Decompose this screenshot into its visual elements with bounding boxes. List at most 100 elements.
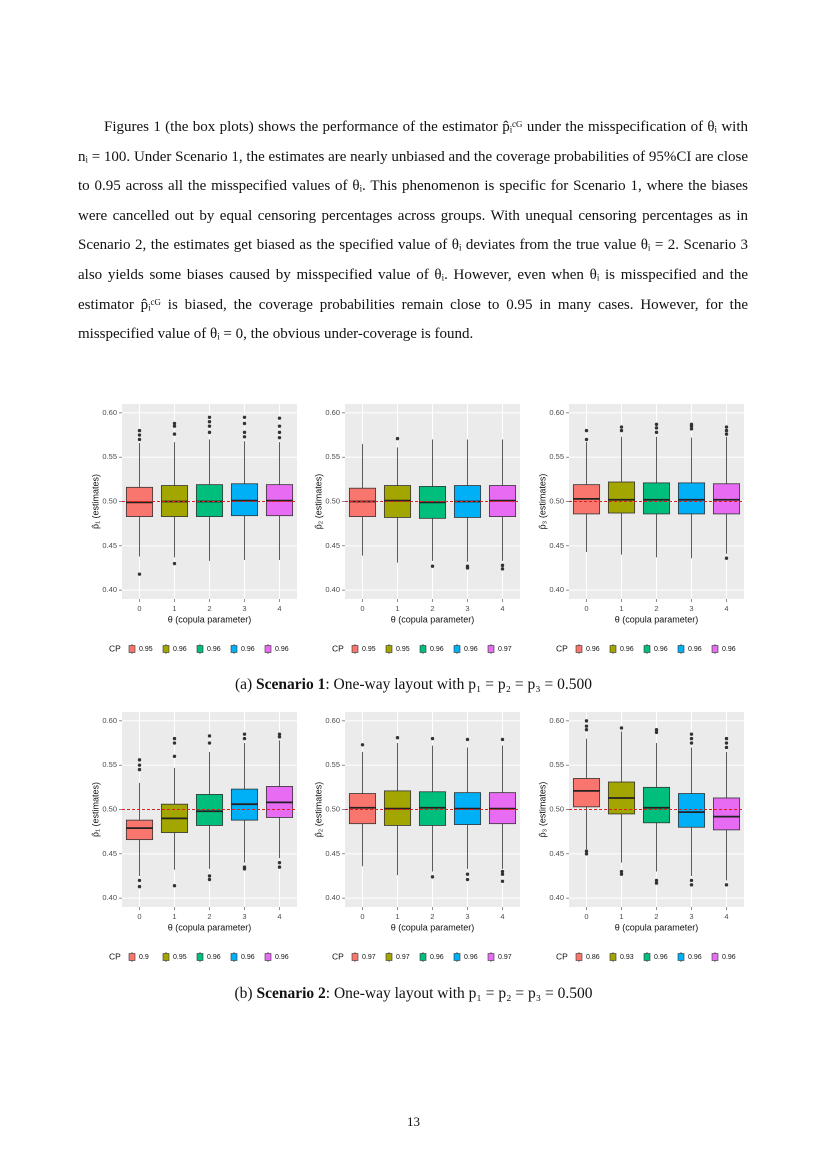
box <box>572 778 601 808</box>
outlier <box>277 424 282 428</box>
x-tick-label: 0 <box>584 912 588 921</box>
x-tick-label: 4 <box>500 912 504 921</box>
box-plot: 0.40 0.45 0.50 0.55 0.60 0 1 2 3 4 θ (copula param… <box>90 712 297 962</box>
legend-key <box>419 953 427 961</box>
outlier <box>242 435 247 439</box>
legend-key <box>351 953 359 961</box>
legend-label: 0.96 <box>722 954 736 961</box>
outlier <box>277 430 282 435</box>
outlier <box>654 430 659 435</box>
outlier <box>689 732 694 736</box>
x-tick-label: 0 <box>137 912 141 921</box>
y-tick-label: 0.40 <box>325 893 340 902</box>
legend-label: 0.95 <box>396 646 410 653</box>
legend-key <box>487 953 495 961</box>
y-tick-label: 0.55 <box>325 760 340 769</box>
x-tick-label: 0 <box>360 912 364 921</box>
legend-title: CP <box>556 951 568 961</box>
y-tick-label: 0.60 <box>549 716 564 725</box>
x-tick-label: 1 <box>395 604 399 613</box>
outlier <box>395 436 400 441</box>
y-tick-label: 0.45 <box>102 849 117 858</box>
outlier <box>465 564 470 568</box>
outlier <box>207 877 212 882</box>
y-axis-title: p̂₁ (estimates) <box>90 474 100 529</box>
caption-bold: Scenario 2 <box>256 985 326 1002</box>
legend-label: 0.97 <box>498 646 512 653</box>
outlier <box>724 741 729 745</box>
x-tick-label: 3 <box>242 604 246 613</box>
outlier <box>395 736 400 740</box>
legend-key <box>487 645 495 653</box>
outlier <box>689 422 694 427</box>
legend-label: 0.95 <box>173 954 187 961</box>
outlier <box>277 416 282 420</box>
y-tick-label: 0.50 <box>102 804 117 813</box>
outlier <box>137 763 142 767</box>
outlier <box>584 724 589 728</box>
box-plot: 0.40 0.45 0.50 0.55 0.60 0 1 2 3 4 θ (copula param… <box>537 712 744 962</box>
outlier <box>242 736 247 741</box>
y-tick-label: 0.60 <box>325 408 340 417</box>
outlier <box>242 421 247 426</box>
legend-key <box>711 953 719 961</box>
y-axis-title: p̂₃ (estimates) <box>537 474 547 530</box>
legend-key <box>128 645 136 653</box>
y-tick-label: 0.60 <box>102 408 117 417</box>
legend-key <box>264 645 272 653</box>
legend-label: 0.96 <box>722 646 736 653</box>
outlier <box>689 741 694 745</box>
y-tick-label: 0.55 <box>102 452 117 461</box>
x-axis-title: θ (copula parameter) <box>615 614 699 624</box>
y-tick-label: 0.45 <box>549 849 564 858</box>
legend-label: 0.97 <box>396 954 410 961</box>
legend-label: 0.86 <box>586 954 600 961</box>
y-tick-label: 0.45 <box>102 541 117 550</box>
outlier <box>277 732 282 736</box>
y-tick-label: 0.45 <box>549 541 564 550</box>
y-tick-label: 0.55 <box>325 452 340 461</box>
y-tick-label: 0.50 <box>102 496 117 505</box>
outlier <box>137 767 142 772</box>
outlier <box>172 432 177 436</box>
y-axis-title: p̂₁ (estimates) <box>90 782 100 837</box>
outlier <box>619 428 624 433</box>
legend-key <box>575 645 583 653</box>
outlier <box>619 872 624 876</box>
outlier <box>584 719 589 723</box>
legend-label: 0.96 <box>275 954 289 961</box>
legend-key <box>419 645 427 653</box>
outlier <box>137 433 142 437</box>
legend-key <box>162 645 170 653</box>
legend-label: 0.96 <box>688 954 702 961</box>
outlier <box>277 865 282 869</box>
x-tick-label: 2 <box>207 912 211 921</box>
x-tick-label: 4 <box>277 912 281 921</box>
legend-label: 0.96 <box>207 646 221 653</box>
legend-title: CP <box>109 643 121 653</box>
x-tick-label: 1 <box>619 604 623 613</box>
box <box>642 482 671 515</box>
legend-key <box>230 645 238 653</box>
box <box>642 786 671 824</box>
legend-label: 0.96 <box>688 646 702 653</box>
caption-text: : One-way layout with p₁ = p₂ = p₃ = 0.5… <box>325 985 593 1002</box>
y-tick-label: 0.55 <box>549 760 564 769</box>
legend-key <box>230 953 238 961</box>
caption-label: (a) <box>234 676 257 693</box>
outlier <box>172 754 177 759</box>
legend-key <box>643 953 651 961</box>
box <box>607 481 636 514</box>
box <box>677 482 706 515</box>
box <box>677 793 706 828</box>
outlier <box>500 872 505 876</box>
caption-label: (b) <box>234 985 257 1002</box>
legend-label: 0.9 <box>139 954 149 961</box>
legend-label: 0.96 <box>464 646 478 653</box>
outlier <box>654 728 659 732</box>
legend-label: 0.96 <box>241 954 255 961</box>
outlier <box>207 430 212 435</box>
x-tick-label: 0 <box>137 604 141 613</box>
x-tick-label: 1 <box>619 912 623 921</box>
caption-text: : One-way layout with p₁ = p₂ = p₃ = 0.5… <box>325 676 593 693</box>
